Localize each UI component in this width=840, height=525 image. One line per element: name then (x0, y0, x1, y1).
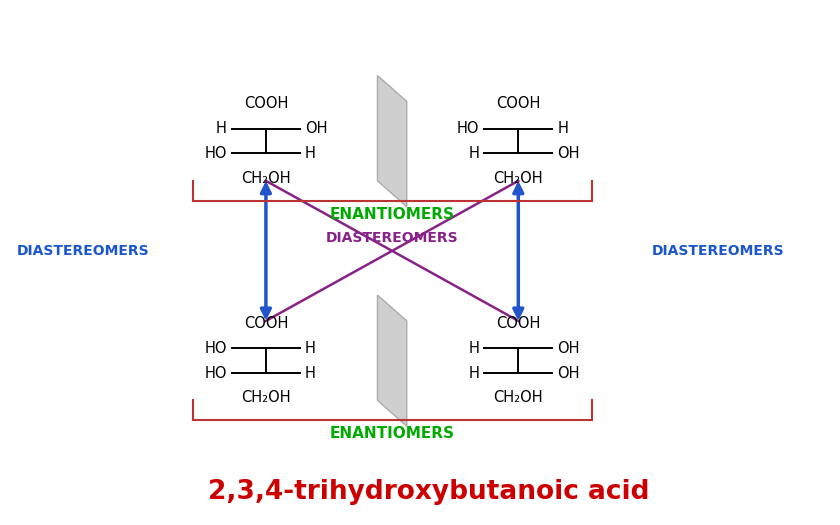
Text: H: H (305, 365, 316, 381)
Text: OH: OH (305, 121, 328, 136)
Text: CH₂OH: CH₂OH (493, 391, 543, 405)
Text: CH₂OH: CH₂OH (493, 171, 543, 186)
Text: H: H (558, 121, 568, 136)
Text: DIASTEREOMERS: DIASTEREOMERS (326, 231, 459, 245)
Text: COOH: COOH (496, 97, 540, 111)
Text: H: H (305, 341, 316, 356)
Text: CH₂OH: CH₂OH (241, 391, 291, 405)
Text: OH: OH (558, 365, 580, 381)
Text: COOH: COOH (244, 316, 288, 331)
Text: H: H (469, 146, 480, 161)
Text: ENANTIOMERS: ENANTIOMERS (329, 207, 454, 222)
Text: HO: HO (204, 341, 227, 356)
Text: 2,3,4-trihydroxybutanoic acid: 2,3,4-trihydroxybutanoic acid (208, 479, 649, 506)
Text: HO: HO (204, 365, 227, 381)
Text: HO: HO (457, 121, 480, 136)
Text: H: H (216, 121, 227, 136)
Polygon shape (377, 76, 407, 207)
Text: COOH: COOH (244, 97, 288, 111)
Text: DIASTEREOMERS: DIASTEREOMERS (652, 244, 784, 258)
Text: OH: OH (558, 146, 580, 161)
Text: OH: OH (558, 341, 580, 356)
Text: H: H (469, 341, 480, 356)
Text: H: H (469, 365, 480, 381)
Text: HO: HO (204, 146, 227, 161)
Text: ENANTIOMERS: ENANTIOMERS (329, 426, 454, 442)
Text: H: H (305, 146, 316, 161)
Text: CH₂OH: CH₂OH (241, 171, 291, 186)
Text: COOH: COOH (496, 316, 540, 331)
Text: DIASTEREOMERS: DIASTEREOMERS (17, 244, 149, 258)
Polygon shape (377, 295, 407, 426)
